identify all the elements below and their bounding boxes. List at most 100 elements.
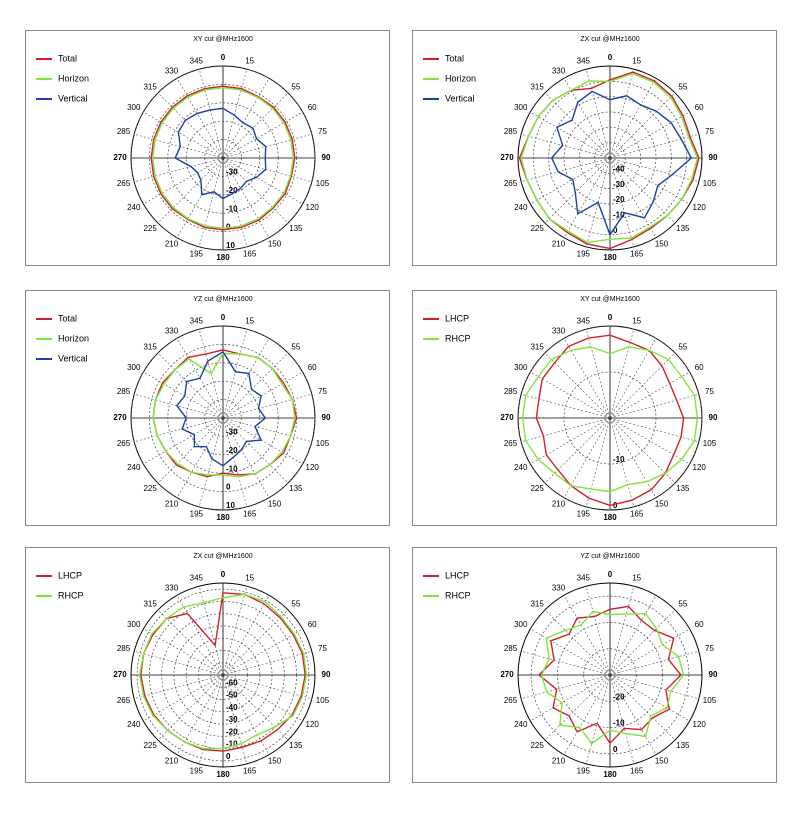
grid-ring bbox=[563, 371, 657, 465]
spoke bbox=[222, 352, 289, 419]
theta-tick-label: 225 bbox=[143, 741, 157, 750]
theta-tick-label: 300 bbox=[127, 103, 141, 112]
grid-ring bbox=[185, 637, 261, 713]
theta-tick-label: 105 bbox=[703, 179, 717, 188]
theta-tick-label: 55 bbox=[291, 342, 300, 351]
theta-tick-label: 270 bbox=[500, 670, 514, 679]
r-tick-label: -20 bbox=[613, 692, 625, 701]
theta-tick-label: 345 bbox=[190, 317, 204, 326]
grid-ring bbox=[149, 84, 297, 232]
grid-ring bbox=[130, 325, 316, 511]
theta-tick-label: 240 bbox=[514, 203, 528, 212]
theta-tick-label: 165 bbox=[630, 767, 644, 776]
chart-title: XY cut @MHz1600 bbox=[193, 36, 253, 43]
grid-ring bbox=[173, 625, 273, 725]
theta-tick-label: 165 bbox=[243, 250, 257, 259]
theta-tick-label: 285 bbox=[117, 127, 131, 136]
r-tick-label: 0 bbox=[613, 745, 618, 754]
theta-tick-label: 150 bbox=[268, 500, 282, 509]
theta-tick-label: 315 bbox=[530, 82, 544, 91]
spoke bbox=[134, 157, 224, 183]
spoke bbox=[609, 674, 657, 755]
legend-label: Horizon bbox=[58, 73, 89, 83]
grid-ring bbox=[583, 648, 637, 702]
chart: YZ cut @MHz1600 -30 -20 -10 0 10 0 15 55 60 75 90 10… bbox=[36, 296, 331, 522]
theta-tick-label: 195 bbox=[190, 510, 204, 519]
legend-label: Total bbox=[58, 53, 77, 63]
theta-tick-label: 225 bbox=[143, 484, 157, 493]
chart-panel: ZX cut @MHz1600 -60 -50 -40 -30 -20 -10 0 0 15 55 6… bbox=[25, 547, 390, 783]
theta-tick-label: 195 bbox=[577, 767, 591, 776]
theta-tick-label: 330 bbox=[165, 584, 179, 593]
grid-ring bbox=[594, 142, 626, 174]
spoke bbox=[585, 586, 611, 676]
theta-tick-label: 315 bbox=[143, 342, 157, 351]
spoke bbox=[609, 586, 635, 676]
legend-label: Total bbox=[58, 313, 77, 323]
spoke bbox=[521, 674, 611, 700]
spoke bbox=[222, 595, 270, 676]
theta-tick-label: 265 bbox=[504, 696, 518, 705]
theta-tick-label: 210 bbox=[165, 240, 179, 249]
theta-tick-label: 330 bbox=[165, 327, 179, 336]
theta-tick-label: 180 bbox=[603, 253, 617, 262]
spoke bbox=[222, 111, 303, 159]
spoke bbox=[222, 393, 312, 419]
theta-tick-label: 265 bbox=[504, 179, 518, 188]
theta-tick-label: 0 bbox=[221, 570, 226, 579]
theta-tick-label: 225 bbox=[530, 741, 544, 750]
theta-tick-label: 150 bbox=[655, 757, 669, 766]
spoke bbox=[585, 674, 611, 764]
grid-ring bbox=[517, 325, 703, 511]
theta-tick-label: 300 bbox=[514, 363, 528, 372]
spoke bbox=[157, 157, 224, 224]
spoke bbox=[176, 417, 224, 498]
theta-tick-label: 265 bbox=[117, 179, 131, 188]
spoke bbox=[222, 586, 248, 676]
series-line bbox=[550, 90, 693, 237]
theta-tick-label: 75 bbox=[705, 387, 714, 396]
theta-tick-label: 265 bbox=[117, 696, 131, 705]
spoke bbox=[609, 628, 690, 676]
theta-tick-label: 120 bbox=[306, 720, 320, 729]
series-line bbox=[521, 346, 699, 493]
spoke bbox=[609, 595, 657, 676]
spoke bbox=[222, 157, 248, 247]
spoke bbox=[222, 417, 289, 484]
theta-tick-label: 120 bbox=[693, 463, 707, 472]
theta-tick-label: 330 bbox=[552, 67, 566, 76]
theta-tick-label: 180 bbox=[216, 513, 230, 522]
spoke bbox=[157, 609, 224, 676]
spoke bbox=[143, 628, 224, 676]
spoke bbox=[222, 417, 303, 465]
theta-tick-label: 150 bbox=[655, 500, 669, 509]
chart-title: YZ cut @MHz1600 bbox=[580, 553, 639, 560]
spoke bbox=[609, 674, 676, 741]
r-tick-label: -10 bbox=[226, 740, 238, 749]
r-tick-label: -10 bbox=[613, 455, 625, 464]
theta-tick-label: 105 bbox=[316, 179, 330, 188]
grid-ring bbox=[204, 139, 242, 177]
theta-tick-label: 60 bbox=[695, 363, 704, 372]
theta-tick-label: 345 bbox=[190, 574, 204, 583]
theta-tick-label: 0 bbox=[221, 313, 226, 322]
theta-tick-label: 270 bbox=[113, 153, 127, 162]
theta-tick-label: 300 bbox=[514, 620, 528, 629]
r-tick-label: -30 bbox=[226, 715, 238, 724]
r-tick-label: -10 bbox=[613, 210, 625, 219]
r-tick-label: -30 bbox=[226, 428, 238, 437]
legend-label: Horizon bbox=[445, 73, 476, 83]
spoke bbox=[134, 133, 224, 159]
theta-tick-label: 165 bbox=[243, 767, 257, 776]
theta-tick-label: 225 bbox=[530, 484, 544, 493]
theta-tick-label: 120 bbox=[306, 203, 320, 212]
theta-tick-label: 240 bbox=[514, 720, 528, 729]
spoke bbox=[143, 417, 224, 465]
legend-label: RHCP bbox=[445, 333, 471, 343]
theta-tick-label: 135 bbox=[289, 741, 303, 750]
series-line bbox=[140, 592, 306, 752]
r-tick-label: 0 bbox=[613, 501, 618, 510]
theta-tick-label: 90 bbox=[322, 413, 331, 422]
outer-ring bbox=[517, 65, 703, 251]
spoke bbox=[176, 674, 224, 755]
